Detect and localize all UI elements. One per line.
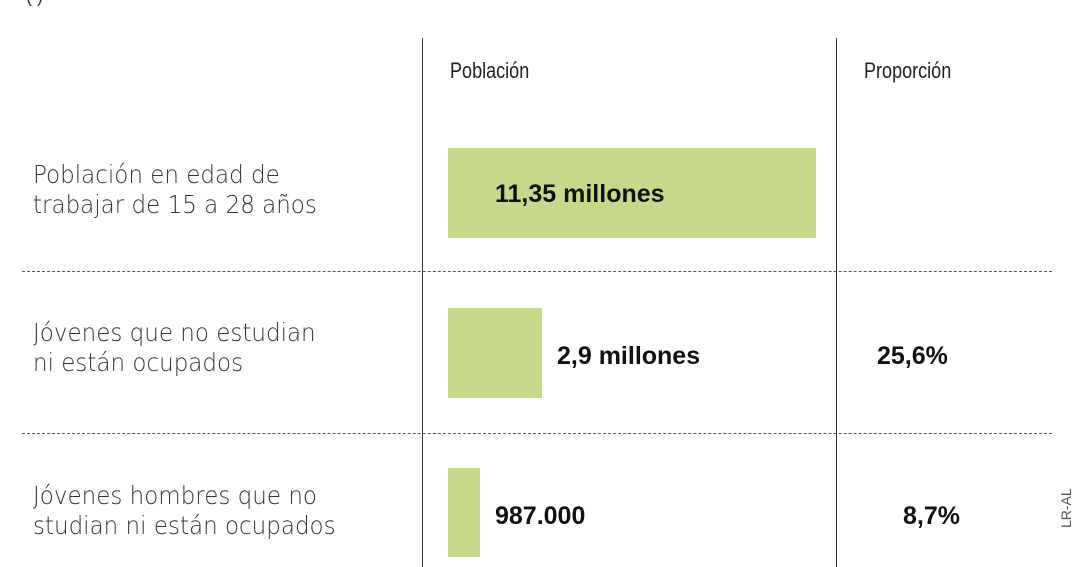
proportion-label: 25,6% [877,342,948,370]
row-label-line: ni están ocupados [33,348,244,377]
bar [448,308,542,398]
column-divider-right [836,38,837,567]
row-label: Jóvenes que no estudian ni están ocupado… [33,318,383,378]
column-header-proporcion: Proporción [864,58,952,83]
row-divider [22,271,1052,272]
row-label-line: Población en edad de [33,160,280,189]
column-divider-left [422,38,423,567]
credit-label: LR-AL [1058,488,1074,528]
row-label-line: Jóvenes que no estudian [33,318,316,347]
row-label-line: trabajar de 15 a 28 años [33,190,317,219]
value-label: 2,9 millones [557,342,701,370]
row-label: Jóvenes hombres que no studian ni están … [33,481,383,541]
bar [448,148,816,238]
row-label: Población en edad de trabajar de 15 a 28… [33,160,383,220]
row-divider [22,433,1052,434]
column-header-poblacion: Población [450,58,530,83]
row-label-line: Jóvenes hombres que no [33,481,317,510]
row-label-line: studian ni están ocupados [33,511,336,540]
chart-title-partial: ( ) [26,0,606,6]
bar [448,468,480,557]
proportion-label: 8,7% [903,502,960,530]
value-label: 987.000 [495,502,586,530]
value-label: 11,35 millones [495,180,665,208]
